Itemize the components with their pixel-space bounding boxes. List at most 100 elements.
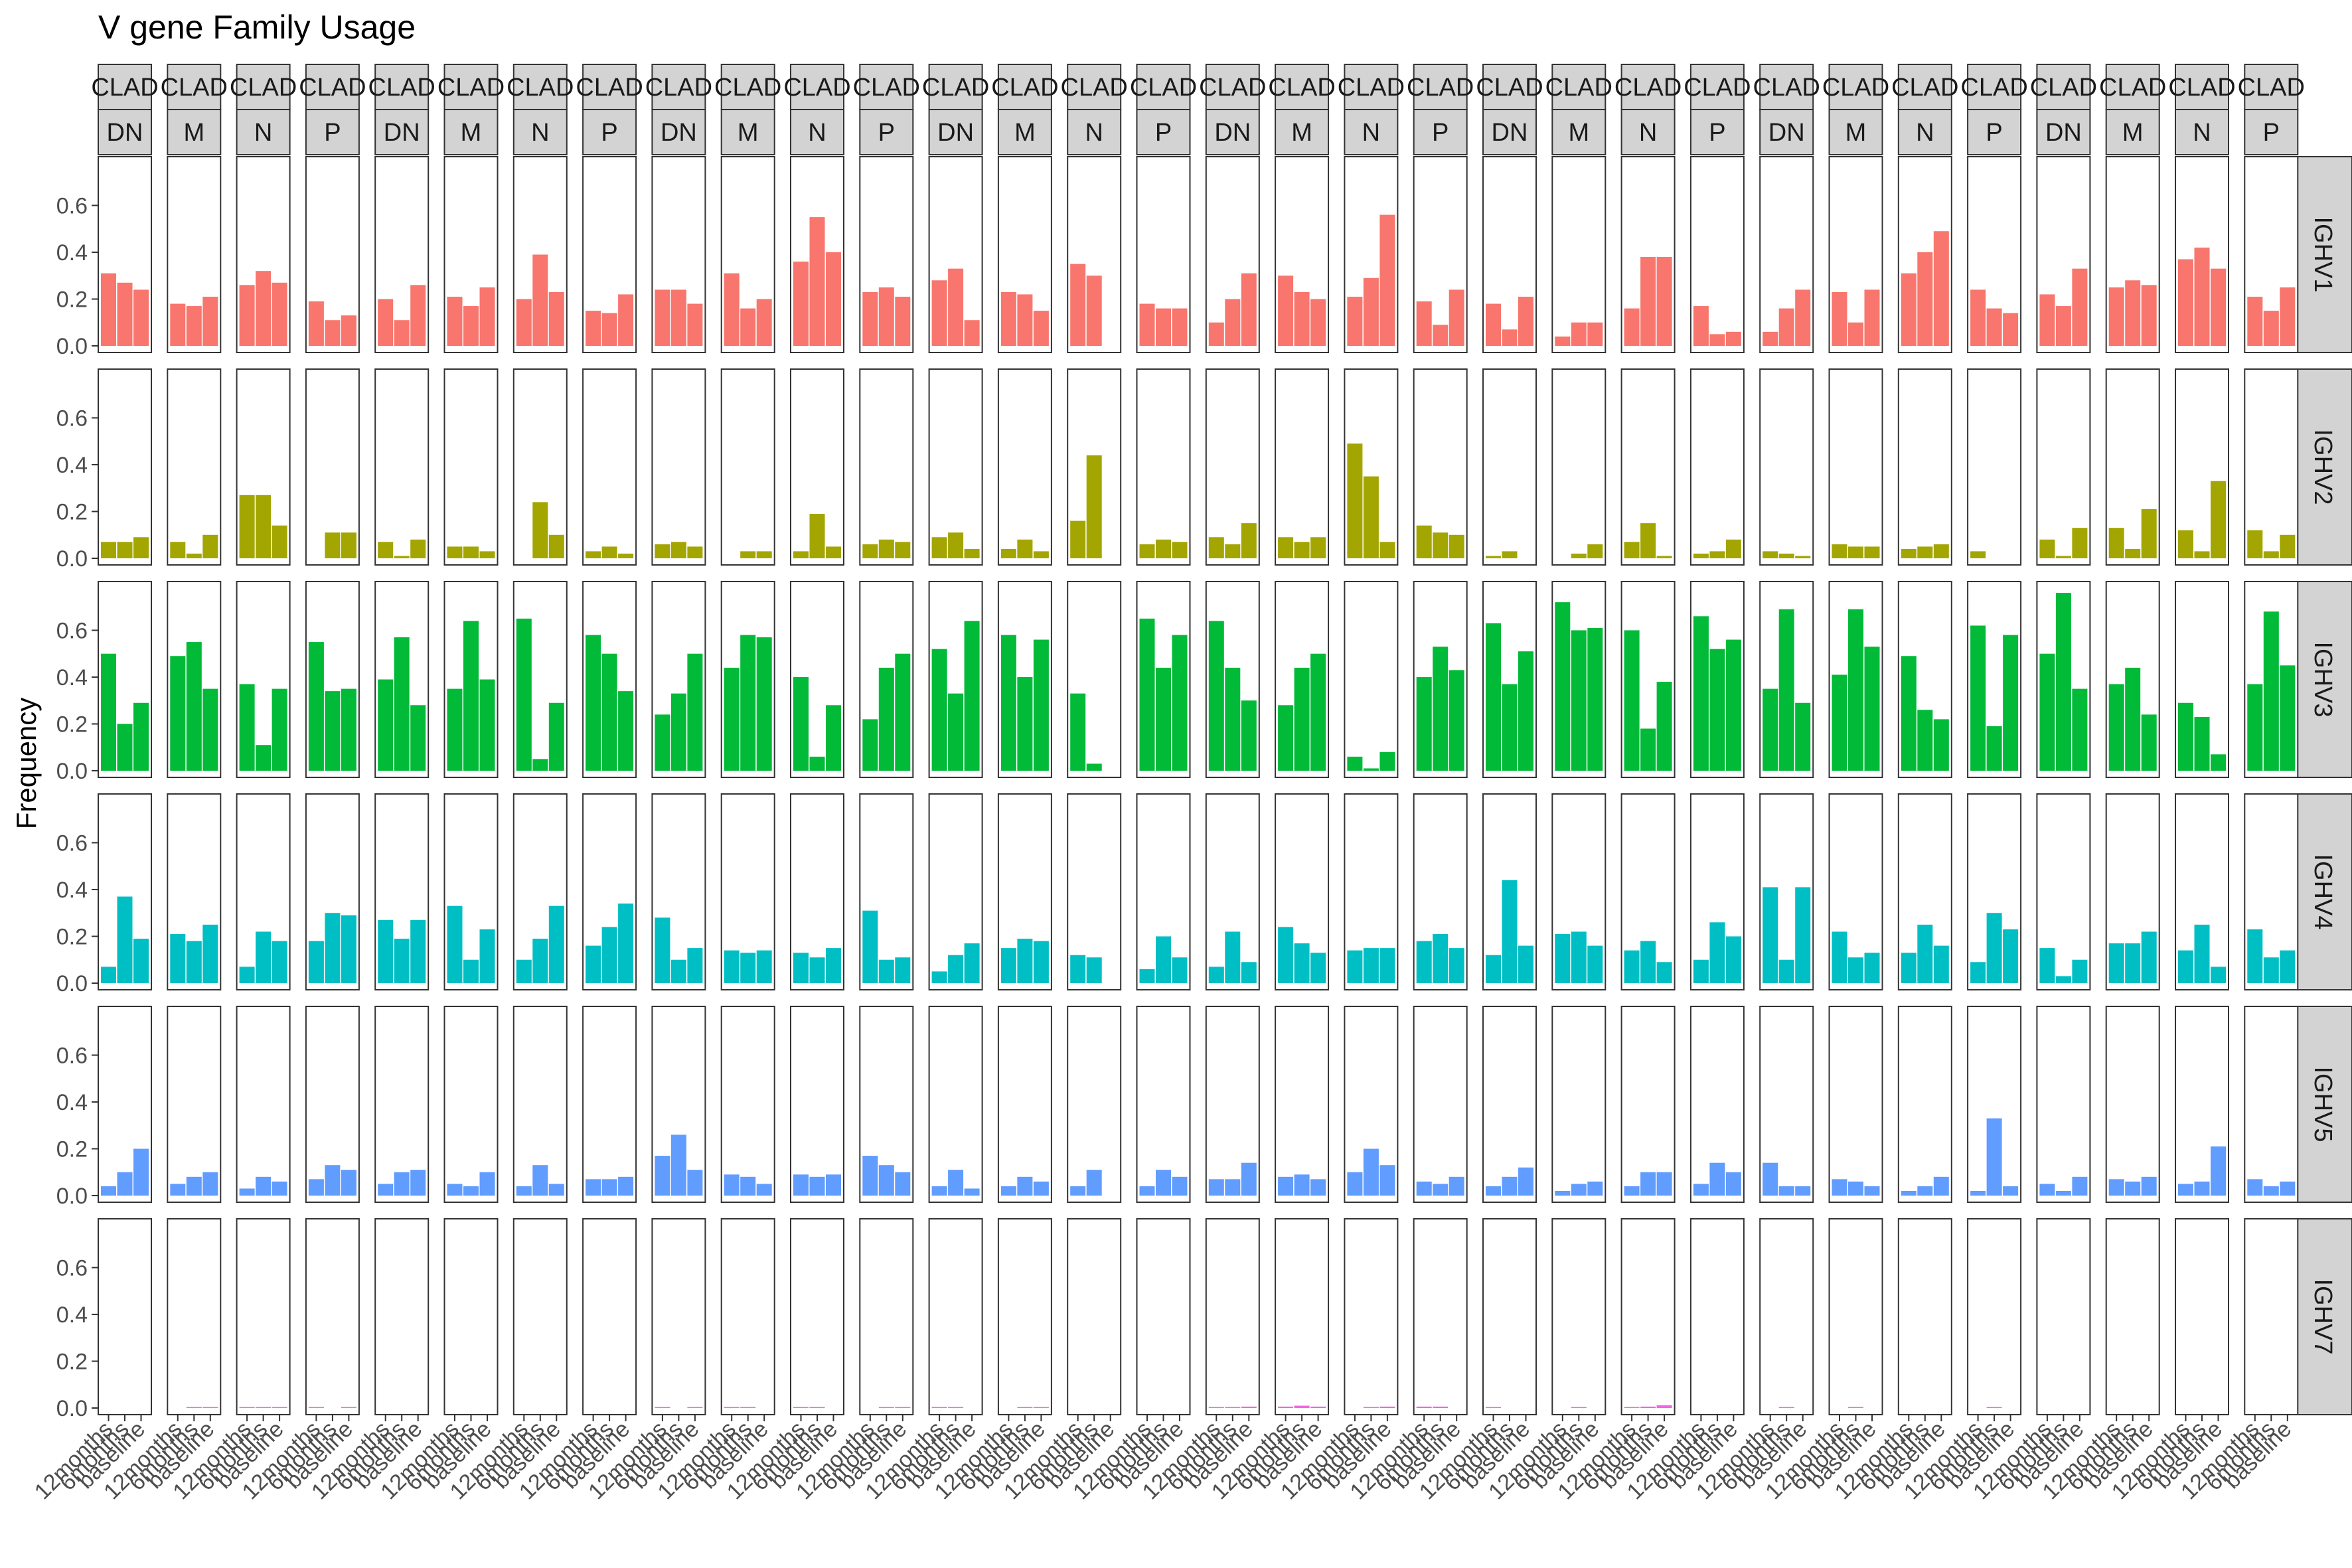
panel-frame	[443, 368, 499, 566]
bar	[170, 542, 186, 558]
bar	[239, 1407, 255, 1408]
panel-frame	[1689, 1218, 1745, 1415]
bar	[1363, 277, 1379, 346]
bar	[1656, 1172, 1672, 1196]
bar	[793, 676, 809, 771]
bar	[1624, 950, 1640, 983]
bar	[826, 705, 841, 771]
bar	[325, 1165, 341, 1196]
strip-top-label: CLAD	[1753, 74, 1820, 102]
bar	[548, 905, 564, 983]
y-tick-label: 0.0	[56, 971, 88, 996]
bar	[1310, 653, 1326, 771]
panel-frame	[651, 368, 706, 566]
panel-frame	[2244, 1006, 2299, 1203]
strip-group-label: M	[1291, 119, 1312, 147]
panel-frame	[1759, 1218, 1814, 1415]
bar	[687, 303, 703, 346]
bar	[756, 551, 772, 558]
bar	[202, 534, 218, 558]
bar	[239, 495, 255, 558]
strip-top-label: CLAD	[576, 74, 643, 102]
bar	[1709, 1162, 1725, 1196]
bar	[618, 1176, 634, 1196]
bar	[1970, 962, 1986, 983]
bar	[1693, 1184, 1709, 1196]
bar	[931, 280, 947, 346]
bar	[2194, 247, 2210, 346]
bar	[586, 635, 601, 771]
panel-frame	[1967, 368, 2022, 566]
bar	[1864, 1186, 1880, 1196]
strip-group-box	[167, 109, 222, 155]
panel-frame	[1136, 1218, 1191, 1415]
panel-frame	[1205, 1218, 1260, 1415]
y-tick-label: 0.6	[56, 406, 88, 431]
panel-frame	[1482, 368, 1537, 566]
bar	[2125, 667, 2141, 771]
bar	[1379, 542, 1395, 558]
bar	[239, 684, 255, 771]
bar	[325, 532, 341, 558]
bar	[516, 618, 532, 771]
bar	[1624, 1186, 1640, 1196]
y-tick-label: 0.0	[56, 546, 88, 572]
bar	[1017, 939, 1033, 983]
bar	[1033, 551, 1049, 558]
bar	[101, 653, 116, 771]
bar	[325, 320, 341, 346]
panel-frame	[859, 368, 914, 566]
bar	[2263, 611, 2279, 771]
strip-group-box	[997, 109, 1052, 155]
bar	[948, 1407, 964, 1408]
bar	[1486, 955, 1501, 983]
bar	[1970, 1190, 1986, 1196]
bar	[1986, 1407, 2002, 1408]
strip-top-label: CLAD	[714, 74, 781, 102]
bar	[862, 291, 878, 346]
bar	[1379, 214, 1395, 346]
bar	[1294, 1174, 1310, 1196]
panel-frame	[1275, 1218, 1330, 1415]
bar	[1901, 548, 1917, 558]
panel-frame	[443, 1006, 499, 1203]
bar	[1709, 551, 1725, 558]
bar	[1241, 962, 1257, 983]
bar	[2194, 924, 2210, 983]
bar	[931, 537, 947, 558]
strip-group-label: DN	[2045, 119, 2082, 147]
bar	[479, 679, 495, 771]
panel-frame	[305, 368, 360, 566]
bar	[1795, 887, 1811, 983]
bar	[1033, 1181, 1049, 1196]
bar	[1486, 303, 1501, 346]
strip-group-box	[582, 109, 637, 155]
strip-top-box	[720, 64, 775, 110]
bar	[1449, 948, 1464, 983]
bar	[410, 919, 426, 983]
strip-group-label: DN	[384, 119, 420, 147]
bar	[548, 702, 564, 771]
bar	[1778, 308, 1794, 346]
bar	[2280, 950, 2296, 983]
bar	[516, 1186, 532, 1196]
panel-frame	[167, 1218, 222, 1415]
bar	[1763, 1162, 1778, 1196]
bar	[308, 642, 324, 771]
bar	[1208, 621, 1224, 771]
bar	[1864, 647, 1880, 771]
bar	[1172, 308, 1188, 346]
bar	[878, 1407, 894, 1408]
bar	[2003, 929, 2019, 983]
bar	[586, 311, 601, 346]
strip-top-label: CLAD	[1407, 74, 1474, 102]
strip-group-box	[928, 109, 983, 155]
bar	[101, 967, 116, 983]
panel-frame	[1413, 1218, 1468, 1415]
bar	[1571, 322, 1587, 346]
strip-group-label: M	[1568, 119, 1589, 147]
bar	[1416, 676, 1432, 771]
bar	[1172, 635, 1188, 771]
bar	[1433, 647, 1449, 771]
bar	[186, 306, 202, 346]
